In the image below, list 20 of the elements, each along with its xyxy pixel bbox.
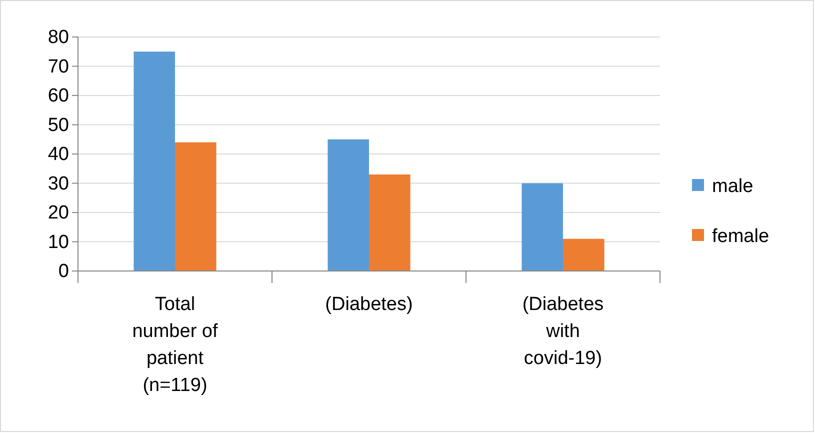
- bar: [328, 139, 369, 271]
- y-tick-label: 0: [58, 261, 69, 282]
- y-tick-label: 50: [48, 114, 69, 136]
- y-tick-label: 80: [48, 27, 69, 48]
- x-tick-label: Total number of patient (n=119): [132, 294, 218, 396]
- x-tick-label: (Diabetes with covid-19): [522, 294, 604, 369]
- bar: [134, 52, 175, 271]
- x-tick-label: (Diabetes): [325, 294, 413, 315]
- y-tick-label: 60: [48, 86, 69, 107]
- legend-label: male: [712, 176, 754, 197]
- bar: [175, 142, 216, 271]
- legend-label: female: [712, 226, 770, 247]
- y-tick-label: 40: [48, 144, 69, 166]
- y-tick-label: 10: [48, 232, 69, 253]
- y-tick-label: 20: [48, 202, 69, 224]
- y-tick-label: 70: [48, 56, 69, 78]
- bar: [522, 183, 563, 271]
- bar: [369, 174, 410, 271]
- bar: [563, 238, 604, 271]
- y-tick-label: 30: [48, 173, 69, 194]
